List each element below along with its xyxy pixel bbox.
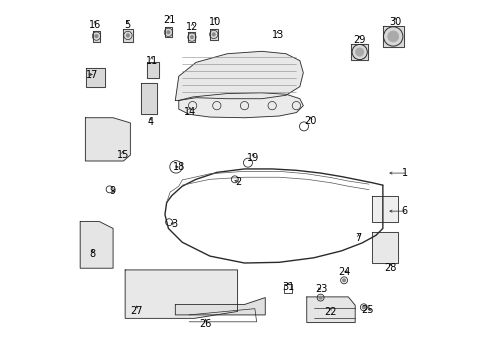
Text: 25: 25 [361,305,373,315]
Text: 22: 22 [324,307,336,317]
Text: 27: 27 [130,306,142,316]
Text: 15: 15 [116,150,129,160]
Text: 3: 3 [171,219,177,229]
Polygon shape [209,28,217,40]
Circle shape [342,279,345,282]
Polygon shape [93,31,100,42]
Polygon shape [382,26,403,47]
Text: 4: 4 [147,117,153,127]
Text: 28: 28 [384,263,396,273]
Text: 8: 8 [89,249,95,259]
Circle shape [95,35,98,38]
Text: 1: 1 [401,168,407,178]
Polygon shape [175,298,264,315]
Circle shape [355,48,363,56]
Text: 31: 31 [282,282,294,292]
Polygon shape [350,44,367,60]
Polygon shape [141,83,157,114]
Text: 6: 6 [401,206,407,216]
Polygon shape [188,32,195,42]
Circle shape [362,306,365,309]
Text: 18: 18 [172,162,184,172]
Polygon shape [85,118,130,161]
Bar [284,284,291,293]
Text: 23: 23 [315,284,327,294]
Polygon shape [80,221,113,268]
Polygon shape [372,195,398,222]
Circle shape [212,33,215,36]
Text: 13: 13 [271,31,283,40]
Polygon shape [125,270,237,318]
Text: 2: 2 [234,177,241,187]
Circle shape [166,31,170,34]
Circle shape [190,35,193,39]
Polygon shape [372,232,398,263]
Text: 11: 11 [145,56,158,66]
Text: 24: 24 [338,267,350,276]
Text: 19: 19 [246,153,259,162]
Polygon shape [147,62,159,78]
Polygon shape [175,51,303,100]
Text: 10: 10 [208,17,221,27]
Circle shape [387,31,398,42]
Text: 16: 16 [89,20,101,30]
Text: 20: 20 [304,116,316,126]
Text: 5: 5 [124,20,130,30]
Text: 26: 26 [199,319,211,329]
Circle shape [319,296,321,299]
Text: 30: 30 [388,17,400,27]
Text: 21: 21 [163,15,175,25]
Text: 14: 14 [183,107,196,117]
Polygon shape [86,68,105,87]
Circle shape [126,34,129,37]
Text: 29: 29 [352,35,365,45]
Text: 17: 17 [86,69,98,80]
Polygon shape [164,27,171,37]
Text: 12: 12 [186,22,199,32]
Polygon shape [122,28,133,42]
Text: 7: 7 [355,233,361,243]
Text: 9: 9 [109,186,115,197]
Polygon shape [306,297,354,323]
Polygon shape [179,93,303,118]
